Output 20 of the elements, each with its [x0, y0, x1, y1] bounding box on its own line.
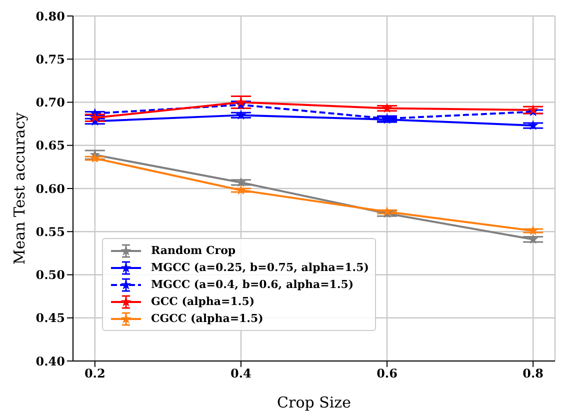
y-axis-title: Mean Test accuracy — [10, 112, 28, 265]
legend-label: MGCC (a=0.25, b=0.75, alpha=1.5) — [151, 261, 369, 274]
y-tick-label: 0.55 — [36, 224, 65, 239]
y-tick-label: 0.60 — [36, 182, 65, 196]
x-tick-label: 0.6 — [376, 366, 398, 381]
y-tick-label: 0.50 — [36, 268, 65, 282]
x-axis-title: Crop Size — [277, 394, 352, 412]
legend-label: MGCC (a=0.4, b=0.6, alpha=1.5) — [151, 278, 354, 291]
y-tick-label: 0.70 — [36, 96, 65, 110]
y-tick-label: 0.65 — [36, 138, 65, 153]
y-tick-label: 0.45 — [36, 311, 65, 326]
y-tick-label: 0.40 — [36, 354, 65, 368]
legend-label: GCC (alpha=1.5) — [151, 295, 255, 308]
x-tick-label: 0.2 — [84, 366, 106, 381]
legend-label: Random Crop — [151, 244, 236, 257]
x-tick-label: 0.4 — [230, 366, 252, 381]
legend-label: CGCC (alpha=1.5) — [151, 312, 264, 325]
x-tick-label: 0.8 — [522, 366, 544, 381]
y-tick-label: 0.75 — [36, 52, 65, 66]
y-tick-label: 0.80 — [36, 9, 65, 24]
